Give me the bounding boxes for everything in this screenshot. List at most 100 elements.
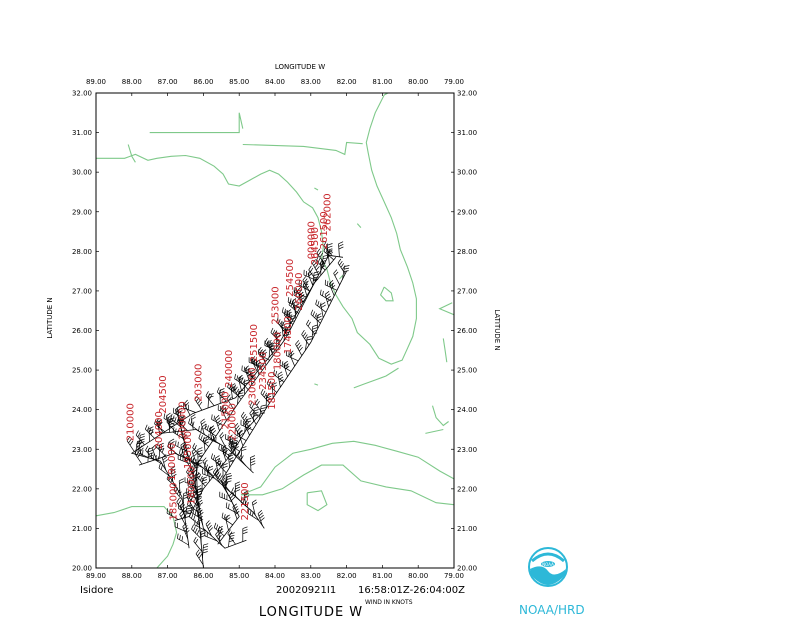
wind-barb xyxy=(315,299,327,313)
lon-tick-top: 85.00 xyxy=(229,78,249,86)
coastline-yucatan xyxy=(96,506,178,568)
flight-track xyxy=(195,254,344,568)
wind-barb xyxy=(167,441,179,455)
wind-barb xyxy=(212,467,221,484)
wind-barb xyxy=(179,510,187,526)
wind-barb xyxy=(342,265,350,280)
wind-barb xyxy=(158,442,165,459)
lon-tick-bottom: 79.00 xyxy=(444,572,464,580)
wind-barb xyxy=(196,485,202,501)
time-label: 174500 xyxy=(283,316,294,354)
wind-barb xyxy=(306,319,316,335)
time-label: 221500 xyxy=(240,482,251,520)
wind-barb xyxy=(208,433,221,445)
lat-tick-left: 29.00 xyxy=(72,208,92,216)
lat-tick-right: 23.00 xyxy=(457,446,477,454)
wind-barb xyxy=(190,414,196,430)
lon-tick-top: 80.00 xyxy=(408,78,428,86)
lon-tick-top: 81.00 xyxy=(372,78,392,86)
time-label: 185000 xyxy=(169,482,180,520)
wind-barb xyxy=(180,429,188,446)
lat-tick-right: 24.00 xyxy=(457,406,477,414)
wind-barb xyxy=(302,276,310,292)
wind-barb xyxy=(243,490,250,506)
wind-barb xyxy=(189,512,200,526)
units-note: WIND IN KNOTS xyxy=(365,599,413,606)
lat-tick-right: 30.00 xyxy=(457,169,477,177)
wind-barb xyxy=(188,493,200,508)
analysis-date: 20020921I1 xyxy=(276,585,336,596)
wind-barb xyxy=(198,509,204,526)
wind-barb xyxy=(211,414,224,426)
wind-barb xyxy=(293,287,307,298)
wind-barb xyxy=(231,487,241,502)
wind-barb xyxy=(169,438,175,455)
lon-tick-bottom: 84.00 xyxy=(265,572,285,580)
wind-barb xyxy=(213,522,225,537)
wind-barb xyxy=(230,383,236,399)
lat-tick-right: 31.00 xyxy=(457,129,477,137)
wind-barb xyxy=(147,447,154,463)
wind-barb xyxy=(182,491,189,507)
wind-barb xyxy=(227,382,238,396)
wind-barb xyxy=(244,418,252,433)
wind-barb xyxy=(326,243,333,259)
svg-text:NOAA: NOAA xyxy=(542,562,554,567)
wind-barb xyxy=(192,443,202,458)
wind-barb xyxy=(248,357,262,368)
time-label: 181500 xyxy=(267,372,278,410)
wind-barb xyxy=(286,350,299,362)
top-axis-title: LONGITUDE W xyxy=(275,63,325,71)
coastline-isla-juventud xyxy=(306,490,328,512)
noaa-logo-icon: NOAA xyxy=(528,547,568,587)
lon-tick-bottom: 85.00 xyxy=(229,572,249,580)
wind-barb xyxy=(273,369,285,383)
wind-barb xyxy=(301,330,310,346)
time-range: 16:58:01Z-26:04:00Z xyxy=(358,585,465,596)
wind-barb xyxy=(328,280,336,296)
wind-barb xyxy=(177,533,189,546)
wind-barb xyxy=(316,248,325,264)
time-label: 262000 xyxy=(323,193,334,231)
wind-barb xyxy=(178,478,185,494)
wind-barb xyxy=(166,412,173,429)
wind-barb xyxy=(241,411,249,428)
lat-tick-right: 32.00 xyxy=(457,90,477,98)
lat-tick-right: 28.00 xyxy=(457,248,477,256)
wind-barb xyxy=(226,394,235,410)
time-label: 254500 xyxy=(285,259,296,297)
wind-barb xyxy=(174,521,187,533)
lat-tick-left: 20.00 xyxy=(72,565,92,573)
wind-barb xyxy=(145,445,155,461)
lat-tick-left: 23.00 xyxy=(72,446,92,454)
coastline-lake-okeechobee xyxy=(379,286,394,302)
wind-barb xyxy=(237,451,247,467)
time-label: 180000 xyxy=(272,332,283,370)
flight-track xyxy=(177,417,247,549)
wind-barb xyxy=(202,543,209,559)
wind-barb xyxy=(219,491,232,503)
lat-tick-right: 29.00 xyxy=(457,208,477,216)
lon-tick-bottom: 80.00 xyxy=(408,572,428,580)
wind-barb xyxy=(216,387,227,402)
time-label: 220000 xyxy=(228,403,239,441)
wind-barb xyxy=(266,379,278,393)
lon-tick-bottom: 89.00 xyxy=(86,572,106,580)
lat-tick-left: 25.00 xyxy=(72,367,92,375)
wind-barb xyxy=(295,340,303,356)
wind-barb xyxy=(260,388,270,404)
lat-tick-left: 32.00 xyxy=(72,90,92,98)
wind-barb xyxy=(234,422,242,439)
wind-barb xyxy=(200,418,208,435)
wind-barb xyxy=(217,405,231,416)
wind-barb xyxy=(240,419,254,431)
lon-tick-bottom: 82.00 xyxy=(337,572,357,580)
lon-tick-top: 79.00 xyxy=(444,78,464,86)
lon-tick-top: 89.00 xyxy=(86,78,106,86)
lat-tick-right: 20.00 xyxy=(457,565,477,573)
wind-barb xyxy=(247,508,260,521)
wind-barb xyxy=(273,330,281,346)
wind-barb xyxy=(177,454,191,465)
wind-barb xyxy=(320,260,326,276)
wind-barb xyxy=(219,388,225,404)
